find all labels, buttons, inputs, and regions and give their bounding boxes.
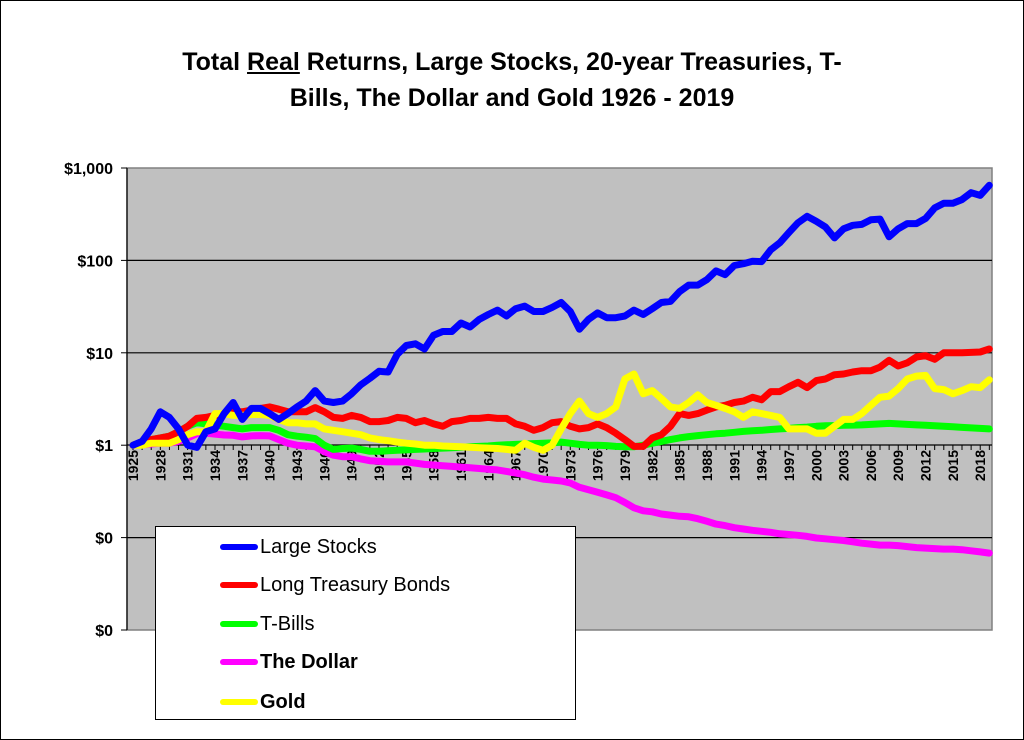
x-tick-label: 1964 xyxy=(480,450,496,481)
y-tick-label: $0 xyxy=(95,531,113,548)
title-part: Returns, Large Stocks, 20-year Treasurie… xyxy=(299,48,842,76)
x-tick-label: 1982 xyxy=(644,450,660,481)
y-tick-label: $10 xyxy=(86,346,113,363)
x-tick-label: 1937 xyxy=(234,450,250,481)
legend-label: Gold xyxy=(260,690,306,713)
legend-label: The Dollar xyxy=(260,650,358,673)
x-tick-label: 2006 xyxy=(863,450,879,481)
x-tick-label: 2003 xyxy=(836,450,852,481)
x-tick-label: 1928 xyxy=(152,450,168,481)
legend-swatch xyxy=(220,582,258,588)
x-tick-label: 1946 xyxy=(316,450,332,481)
legend-swatch xyxy=(220,659,258,665)
series-line-long-treasury-bonds xyxy=(129,345,993,450)
legend-item-large-stocks: Large Stocks xyxy=(220,532,377,562)
legend-swatch xyxy=(220,544,258,550)
title-part: Total xyxy=(182,48,248,76)
legend-swatch xyxy=(220,621,258,627)
x-tick-label: 2015 xyxy=(945,450,961,481)
x-tick-label: 1970 xyxy=(535,450,551,481)
x-tick-label: 1925 xyxy=(125,450,141,481)
x-tick-label: 1940 xyxy=(262,450,278,481)
x-tick-label: 1991 xyxy=(726,450,742,481)
legend-item-gold: Gold xyxy=(220,687,306,717)
x-tick-label: 1997 xyxy=(781,450,797,481)
y-tick-label: $0 xyxy=(95,623,113,640)
title-emphasis-real: Real xyxy=(247,48,300,76)
x-tick-label: 2009 xyxy=(890,450,906,481)
x-tick-label: 1934 xyxy=(207,450,223,481)
x-tick-label: 1994 xyxy=(754,450,770,481)
x-tick-label: 2012 xyxy=(918,450,934,481)
x-tick-label: 2000 xyxy=(808,450,824,481)
series-line-large-stocks xyxy=(129,181,993,451)
legend-label: Long Treasury Bonds xyxy=(260,573,451,596)
x-tick-label: 2018 xyxy=(972,450,988,481)
y-tick-label: $1 xyxy=(95,438,113,455)
legend-swatch xyxy=(220,699,258,705)
series-line-t-bills xyxy=(129,419,993,455)
legend: Large Stocks Long Treasury Bonds T-Bills… xyxy=(155,526,576,720)
x-tick-label: 1931 xyxy=(180,450,196,481)
legend-item-the-dollar: The Dollar xyxy=(220,647,358,677)
x-tick-label: 1976 xyxy=(590,450,606,481)
title-part: Bills, The Dollar and Gold 1926 - 2019 xyxy=(289,84,735,112)
x-tick-label: 1943 xyxy=(289,450,305,481)
series-line-the-dollar xyxy=(129,429,993,557)
x-tick-label: 1979 xyxy=(617,450,633,481)
y-tick-label: $1,000 xyxy=(64,161,113,178)
x-tick-label: 1973 xyxy=(562,450,578,481)
x-tick-label: 1985 xyxy=(672,450,688,481)
legend-label: Large Stocks xyxy=(260,535,377,558)
chart-title: Total Real Returns, Large Stocks, 20-yea… xyxy=(0,44,1024,116)
legend-item-long-treasury-bonds: Long Treasury Bonds xyxy=(220,570,450,600)
legend-label: T-Bills xyxy=(260,612,315,635)
legend-item-t-bills: T-Bills xyxy=(220,609,314,639)
y-tick-label: $100 xyxy=(77,253,113,270)
x-tick-label: 1988 xyxy=(699,450,715,481)
x-tick-label: 1955 xyxy=(398,450,414,481)
